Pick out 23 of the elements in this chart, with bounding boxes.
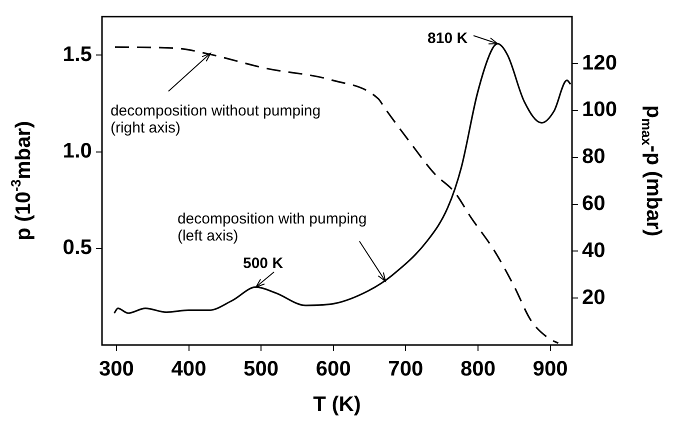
x-tick-label: 400 xyxy=(171,357,206,380)
annotation: 810 K xyxy=(428,30,468,47)
y2-tick-label: 80 xyxy=(582,145,606,168)
y-tick-label: 1.5 xyxy=(62,43,92,66)
annotation: decomposition with pumping (left axis) xyxy=(177,210,367,244)
y-tick-label: 0.5 xyxy=(62,236,92,260)
y2-tick-label: 100 xyxy=(582,98,618,122)
y2-tick-label: 20 xyxy=(582,286,606,309)
y2-tick-label: 40 xyxy=(582,238,606,262)
y2-tick-label: 60 xyxy=(582,192,606,216)
y-axis-title: p (10-3mbar) xyxy=(8,121,35,241)
x-tick-label: 700 xyxy=(388,357,424,380)
x-tick-label: 900 xyxy=(532,357,568,380)
x-tick-label: 500 xyxy=(244,357,279,380)
x-tick-label: 600 xyxy=(316,357,351,380)
y2-tick-label: 120 xyxy=(582,51,618,74)
x-axis-title: T (K) xyxy=(313,392,361,416)
x-tick-label: 800 xyxy=(460,357,496,380)
annotation: 500 K xyxy=(243,255,284,272)
y2-axis-title: pmax-p (mbar) xyxy=(638,105,666,236)
y-tick-label: 1.0 xyxy=(62,140,92,163)
annotation: decomposition without pumping (right axis) xyxy=(110,102,321,136)
x-tick-label: 300 xyxy=(98,357,134,380)
